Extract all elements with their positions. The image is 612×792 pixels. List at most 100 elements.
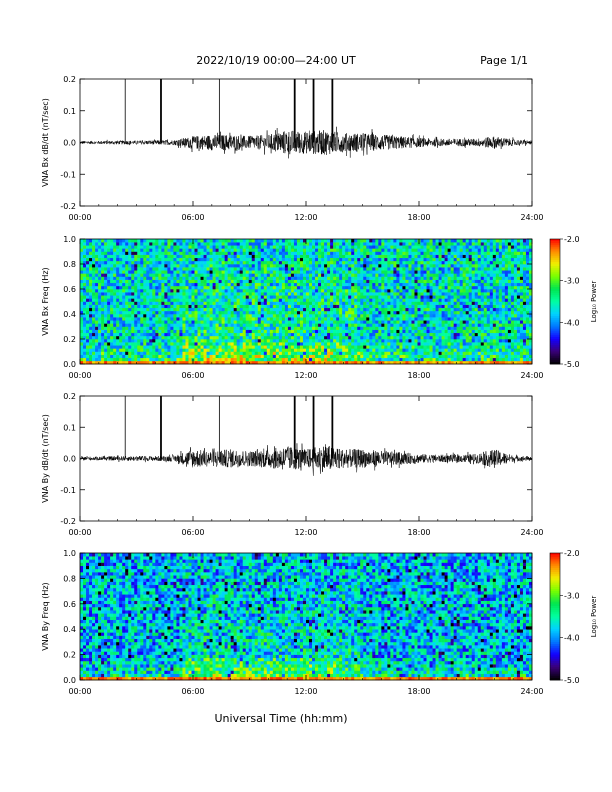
spectrogram-cell bbox=[302, 357, 307, 362]
spectrogram-cell bbox=[266, 329, 271, 334]
spectrogram-cell bbox=[263, 295, 268, 299]
spectrogram-cell bbox=[411, 248, 415, 252]
spectrogram-cell bbox=[299, 314, 304, 318]
spectrogram-cell bbox=[209, 242, 213, 246]
spectrogram-cell bbox=[134, 282, 138, 287]
spectrogram-cell bbox=[203, 335, 207, 340]
spectrogram-cell bbox=[236, 245, 240, 249]
spectrogram-cell bbox=[140, 298, 144, 302]
spectrogram-cell bbox=[366, 279, 370, 284]
spectrogram-cell bbox=[206, 254, 210, 259]
spectrogram-cell bbox=[167, 264, 171, 268]
spectrogram-cell bbox=[161, 314, 165, 318]
spectrogram-cell bbox=[239, 307, 244, 312]
spectrogram-cell bbox=[137, 332, 141, 337]
spectrogram-cell bbox=[405, 245, 409, 249]
spectrogram-cell bbox=[167, 248, 171, 252]
spectrogram-cell bbox=[372, 267, 376, 271]
spectrogram-cell bbox=[302, 279, 307, 284]
spectrogram-cell bbox=[257, 345, 262, 349]
spectrogram-cell bbox=[254, 270, 259, 274]
spectrogram-cell bbox=[143, 282, 147, 287]
spectrogram-cell bbox=[402, 298, 406, 302]
spectrogram-cell bbox=[284, 245, 289, 249]
spectrogram-cell bbox=[158, 304, 162, 309]
spectrogram-cell bbox=[309, 307, 313, 312]
spectrogram-cell bbox=[215, 360, 219, 365]
spectrogram-cell bbox=[405, 317, 409, 321]
spectrogram-cell bbox=[197, 282, 201, 287]
spectrogram-cell bbox=[140, 323, 144, 327]
spectrogram-cell bbox=[248, 260, 253, 265]
spectrogram-cell bbox=[128, 257, 132, 262]
spectrogram-cell bbox=[345, 320, 349, 324]
spectrogram-cell bbox=[396, 323, 400, 327]
spectrogram-cell bbox=[167, 295, 171, 299]
spectrogram-cell bbox=[125, 320, 129, 324]
spectrogram-cell bbox=[233, 285, 237, 290]
spectrogram-cell bbox=[227, 348, 231, 352]
spectrogram-cell bbox=[287, 357, 292, 362]
spectrogram-cell bbox=[417, 285, 421, 290]
spectrogram-cell bbox=[251, 285, 256, 290]
spectrogram-cell bbox=[381, 304, 385, 309]
spectrogram-cell bbox=[110, 276, 114, 280]
spectrogram-cell bbox=[245, 279, 250, 284]
spectrogram-cell bbox=[318, 345, 322, 349]
spectrogram-cell bbox=[107, 314, 111, 318]
spectrogram-cell bbox=[92, 242, 96, 246]
spectrogram-cell bbox=[354, 317, 358, 321]
spectrogram-cell bbox=[441, 307, 445, 312]
spectrogram-cell bbox=[158, 320, 162, 324]
spectrogram-cell bbox=[396, 295, 400, 299]
spectrogram-cell bbox=[372, 307, 376, 312]
spectrogram-cell bbox=[414, 260, 418, 265]
spectrogram-cell bbox=[414, 320, 418, 324]
spectrogram-cell bbox=[251, 260, 256, 265]
spectrogram-cell bbox=[348, 342, 352, 346]
spectrogram-cell bbox=[206, 342, 210, 346]
spectrogram-cell bbox=[281, 326, 286, 330]
spectrogram-cell bbox=[179, 342, 183, 346]
spectrogram-cell bbox=[435, 242, 439, 246]
spectrogram-cell bbox=[351, 345, 355, 349]
spectrogram-cell bbox=[134, 342, 138, 346]
spectrogram-cell bbox=[342, 245, 346, 249]
spectrogram-cell bbox=[402, 345, 406, 349]
spectrogram-cell bbox=[113, 251, 117, 255]
spectrogram-cell bbox=[188, 323, 192, 327]
spectrogram-cell bbox=[113, 276, 117, 280]
spectrogram-cell bbox=[182, 351, 186, 355]
spectrogram-cell bbox=[92, 335, 96, 340]
spectrogram-cell bbox=[299, 354, 304, 359]
spectrogram-cell bbox=[152, 329, 156, 334]
spectrogram-cell bbox=[104, 267, 108, 271]
spectrogram-cell bbox=[164, 279, 168, 284]
spectrogram-cell bbox=[396, 279, 400, 284]
spectrogram-cell bbox=[272, 289, 277, 293]
spectrogram-cell bbox=[248, 345, 253, 349]
spectrogram-cell bbox=[414, 242, 418, 246]
spectrogram-cell bbox=[98, 314, 102, 318]
spectrogram-cell bbox=[239, 289, 244, 293]
spectrogram-cell bbox=[336, 270, 340, 274]
spectrogram-cell bbox=[245, 360, 250, 365]
spectrogram-cell bbox=[221, 320, 225, 324]
spectrogram-cell bbox=[167, 314, 171, 318]
spectrogram-cell bbox=[429, 320, 433, 324]
spectrogram-cell bbox=[230, 339, 234, 343]
spectrogram-cell bbox=[260, 267, 265, 271]
spectrogram-cell bbox=[104, 329, 108, 334]
spectrogram-cell bbox=[197, 317, 201, 321]
spectrogram-cell bbox=[188, 301, 192, 305]
spectrogram-cell bbox=[348, 292, 352, 296]
spectrogram-cell bbox=[363, 245, 367, 249]
spectrogram-cell bbox=[266, 264, 271, 268]
spectrogram-cell bbox=[176, 289, 180, 293]
spectrogram-cell bbox=[324, 242, 328, 246]
spectrogram-cell bbox=[411, 326, 415, 330]
spectrogram-cell bbox=[414, 289, 418, 293]
spectrogram-cell bbox=[155, 342, 159, 346]
spectrogram-cell bbox=[447, 282, 451, 287]
spectrogram-cell bbox=[116, 326, 120, 330]
